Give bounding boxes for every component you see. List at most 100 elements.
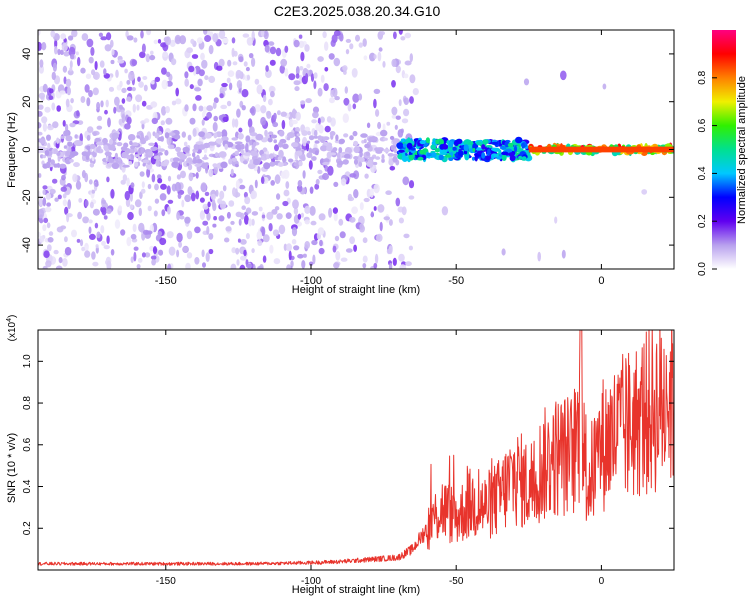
spectrogram-cell [186,252,193,259]
spectrogram-cell [153,39,158,45]
spectrogram-cell [103,215,108,220]
spectrogram-band-cell [109,138,113,145]
spectrogram-cell [165,106,171,114]
spectrogram-cell [89,201,94,209]
spectrogram-cell [121,98,126,104]
spectrogram-cell [383,216,391,221]
spectrogram-cell [167,206,171,215]
spectrogram-band-cell [89,162,95,168]
spectrogram-cell [66,86,71,96]
spectrogram-cell [285,181,290,189]
spectrogram-cell [124,190,130,201]
spectrogram-band-cell [107,158,115,163]
spectrogram-cell [311,119,317,124]
snr-series-line [38,330,674,566]
spectrogram-cell [304,205,311,214]
spectrogram-band-cell [288,158,294,163]
spectrogram-cell [75,51,79,56]
spectrogram-cell [125,198,131,208]
spectrogram-cell [114,96,120,107]
spectrogram-band-cell [491,141,499,145]
spectrogram-band-cell [481,144,486,150]
spectrogram-cell [257,166,261,174]
spectrogram-band-cell [358,161,363,167]
spectrogram-cell [84,84,90,93]
spectrogram-band-cell [202,156,209,160]
spectrogram-cell [273,112,277,121]
spectrogram-cell [373,88,381,94]
spectrogram-cell [245,263,253,268]
spectrogram-cell [236,80,243,89]
spectrogram-band-cell [448,141,454,148]
spectrogram-cell [73,162,80,168]
spectrogram-cell [95,244,99,249]
spectrogram-cell [286,243,292,252]
spectrogram-band-cell [313,135,319,139]
spectrogram-band-cell [353,159,359,165]
spectrogram-cell [412,88,419,96]
spectrogram-cell [199,210,205,221]
spectrogram-cell [366,122,371,129]
spectrogram-band-cell [336,152,341,160]
spectrogram-cell [46,202,51,207]
spectrogram-cell [149,54,156,61]
spectrogram-band-cell [112,141,117,145]
spectrogram-cell [204,191,210,197]
spectrogram-cell [216,65,223,71]
spectrogram-cell [293,245,300,251]
spectrogram-cell [247,118,253,128]
spectrogram-band-cell [231,137,238,141]
spectrogram-band-cell [282,143,289,150]
spectrogram-cell [299,66,304,71]
spectrogram-cell [59,90,66,95]
spectrogram-band-cell [307,131,311,136]
spectrogram-cell [300,51,305,62]
spectrogram-cell [373,262,378,269]
spectrogram-band-cell [329,131,336,136]
spectrogram-cell [62,199,68,207]
spectrogram-cell [280,58,288,67]
spectrogram-cell [225,226,232,232]
spectrogram-band-cell [452,146,457,151]
spectrogram-cell [355,34,360,42]
spectrogram-cell [117,59,125,64]
snr-x-axis-label: Height of straight line (km) [292,584,420,596]
spectrogram-cell [88,179,93,185]
spectrogram-cell [311,239,318,246]
spectrogram-cell [251,248,255,254]
spectrogram-cell [251,218,255,226]
spectrogram-cell [352,130,358,137]
spectrogram-band-cell [242,160,248,165]
spectrogram-band-cell [268,131,274,136]
spectrogram-cell [176,174,181,180]
spectrogram-band-cell [262,147,268,152]
spectrogram-cell [295,126,300,133]
spectrogram-cell [213,97,219,104]
spectrogram-band-cell [434,148,440,153]
spectrogram-cell [231,247,237,254]
spectrogram-cell [71,30,78,38]
spectrogram-cell [126,116,132,125]
spectrogram-cell [239,264,246,269]
spectrogram-band-cell [240,143,245,150]
spectrogram-cell [62,120,66,127]
spectrogram-cell [198,105,204,112]
spectrogram-cell [62,258,68,267]
spectrogram-band-cell [338,147,343,154]
spectrogram-cell [151,117,158,125]
colorbar-tick-label: 0.6 [697,118,708,132]
spectrogram-cell [126,236,132,247]
spectrogram-cell [122,174,128,182]
spectrogram-cell [76,110,80,117]
spectrogram-cell [105,99,109,108]
spectrogram-cell [150,255,157,260]
spectrogram-cell [284,45,289,53]
spectrogram-band-cell [515,136,523,144]
spectrogram-band-cell [134,161,139,167]
spectrogram-cell [302,253,307,258]
spectrogram-cell [228,82,233,91]
spectrogram-cell [240,239,247,245]
spectrogram-cell [190,38,195,45]
spectrogram-cell [103,245,110,250]
spectrogram-cell [128,71,135,81]
